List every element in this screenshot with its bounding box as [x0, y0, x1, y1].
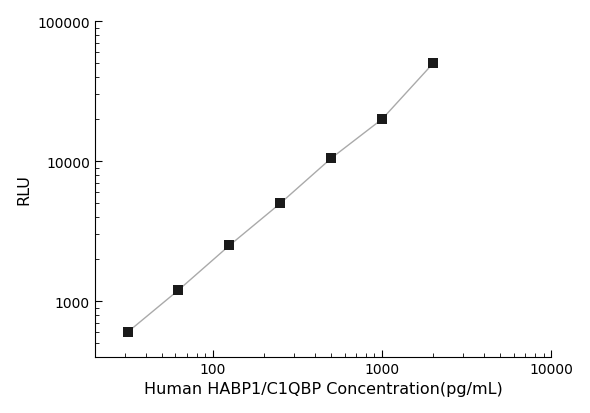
Point — [225, 242, 234, 249]
Point — [173, 287, 183, 294]
Point — [428, 61, 438, 67]
X-axis label: Human HABP1/C1QBP Concentration(pg/mL): Human HABP1/C1QBP Concentration(pg/mL) — [144, 382, 503, 396]
Point — [378, 116, 387, 123]
Point — [276, 201, 285, 207]
Point — [326, 156, 336, 162]
Point — [123, 329, 132, 336]
Y-axis label: RLU: RLU — [17, 174, 32, 205]
